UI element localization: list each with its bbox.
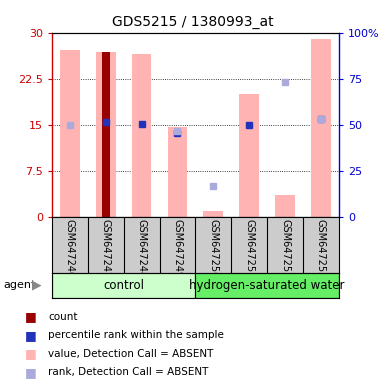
Bar: [275, 195, 295, 217]
Bar: [52, 273, 195, 298]
Text: value, Detection Call = ABSENT: value, Detection Call = ABSENT: [48, 349, 214, 359]
Text: hydrogen-saturated water: hydrogen-saturated water: [189, 279, 345, 291]
Text: ■: ■: [25, 329, 37, 342]
Text: control: control: [103, 279, 144, 291]
Text: percentile rank within the sample: percentile rank within the sample: [48, 330, 224, 340]
Bar: [167, 127, 187, 217]
Text: rank, Detection Call = ABSENT: rank, Detection Call = ABSENT: [48, 367, 209, 377]
Text: GSM647253: GSM647253: [316, 218, 326, 278]
Text: GSM647252: GSM647252: [280, 218, 290, 278]
Bar: [132, 54, 151, 217]
Text: ■: ■: [25, 347, 37, 360]
Text: GSM647250: GSM647250: [208, 218, 218, 278]
Text: GSM647247: GSM647247: [101, 218, 111, 278]
Bar: [60, 50, 80, 217]
Text: ▶: ▶: [32, 279, 42, 291]
Text: GSM647251: GSM647251: [244, 218, 254, 278]
Text: GSM647248: GSM647248: [137, 218, 147, 278]
Text: ■: ■: [25, 310, 37, 323]
Text: agent: agent: [4, 280, 36, 290]
Bar: [96, 52, 115, 217]
Text: GSM647246: GSM647246: [65, 218, 75, 278]
Bar: [195, 273, 339, 298]
Text: GSM647249: GSM647249: [172, 218, 182, 278]
Bar: [239, 94, 259, 217]
Text: GDS5215 / 1380993_at: GDS5215 / 1380993_at: [112, 15, 273, 29]
Text: ■: ■: [25, 366, 37, 379]
Text: count: count: [48, 312, 78, 322]
Bar: [311, 39, 331, 217]
Bar: [102, 52, 110, 217]
Bar: [203, 212, 223, 217]
